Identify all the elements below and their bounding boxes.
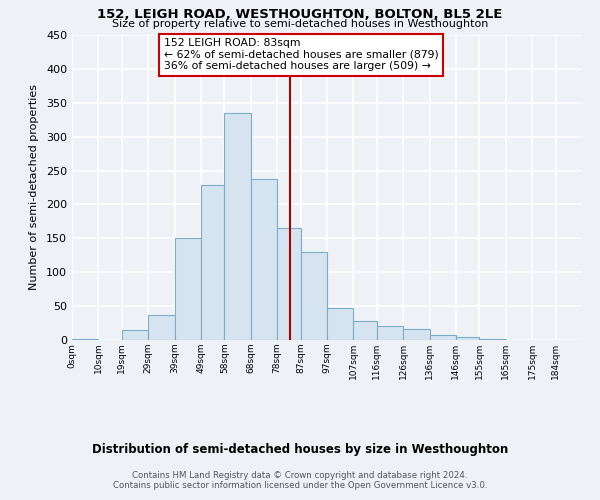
Bar: [430, 336, 456, 340]
Bar: [353, 321, 377, 340]
Text: Distribution of semi-detached houses by size in Westhoughton: Distribution of semi-detached houses by …: [92, 442, 508, 456]
Bar: [122, 330, 148, 340]
Y-axis label: Number of semi-detached properties: Number of semi-detached properties: [29, 84, 39, 290]
Text: 152 LEIGH ROAD: 83sqm
← 62% of semi-detached houses are smaller (879)
36% of sem: 152 LEIGH ROAD: 83sqm ← 62% of semi-deta…: [164, 38, 439, 72]
Bar: [251, 180, 277, 340]
Bar: [479, 338, 506, 340]
Text: 152, LEIGH ROAD, WESTHOUGHTON, BOLTON, BL5 2LE: 152, LEIGH ROAD, WESTHOUGHTON, BOLTON, B…: [97, 8, 503, 20]
Text: Size of property relative to semi-detached houses in Westhoughton: Size of property relative to semi-detach…: [112, 19, 488, 29]
Bar: [301, 252, 327, 340]
Bar: [148, 315, 175, 340]
Bar: [377, 326, 403, 340]
Bar: [403, 329, 430, 340]
Bar: [201, 186, 224, 340]
Bar: [72, 338, 98, 340]
Bar: [224, 113, 251, 340]
Bar: [456, 338, 479, 340]
Bar: [175, 238, 201, 340]
Text: Contains HM Land Registry data © Crown copyright and database right 2024.
Contai: Contains HM Land Registry data © Crown c…: [113, 470, 487, 490]
Bar: [277, 228, 301, 340]
Bar: [327, 308, 353, 340]
